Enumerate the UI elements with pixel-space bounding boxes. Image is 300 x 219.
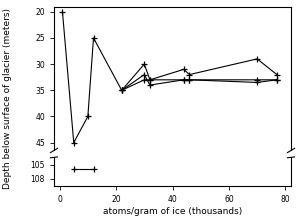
X-axis label: atoms/gram of ice (thousands): atoms/gram of ice (thousands) [103, 207, 242, 216]
Text: Depth below surface of glacier (meters): Depth below surface of glacier (meters) [3, 8, 12, 189]
